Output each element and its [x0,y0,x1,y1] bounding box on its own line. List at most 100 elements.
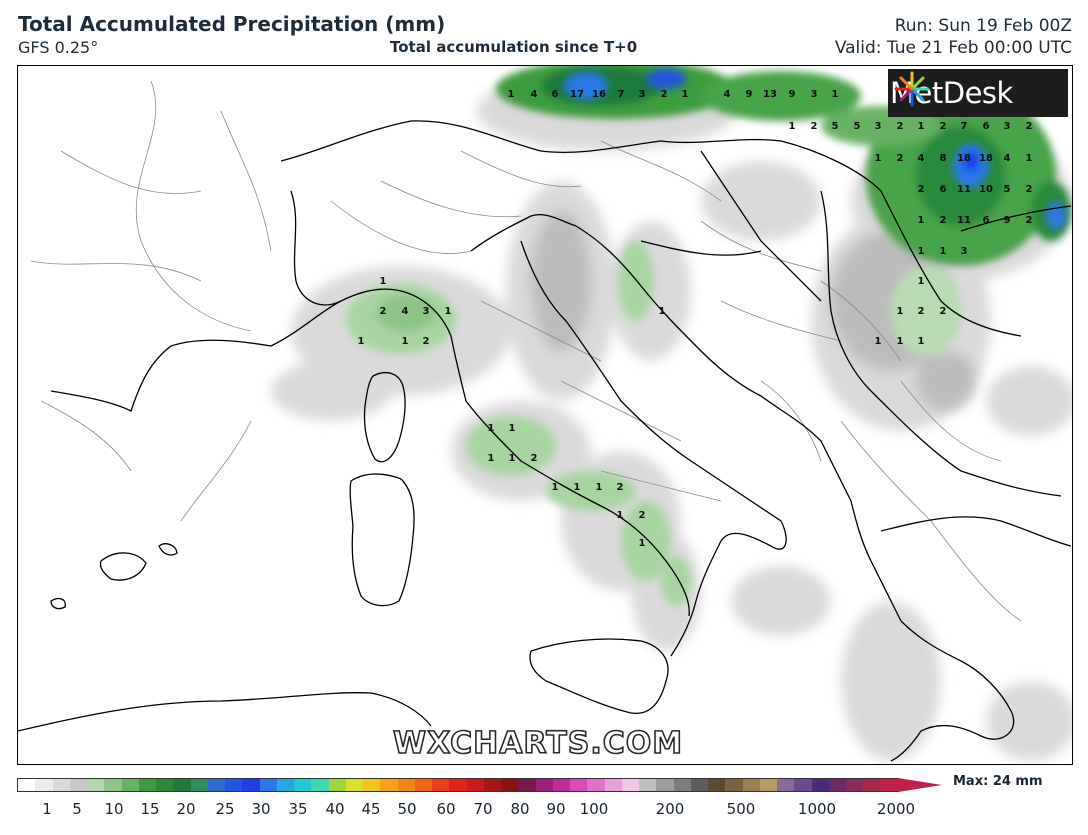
rainfall-value: 16 [592,89,606,100]
rainfall-value: 1 [789,121,796,132]
rainfall-value: 18 [979,153,993,164]
rainfall-value: 1 [596,482,603,493]
rainfall-value: 11 [957,184,971,195]
legend-swatch [846,779,864,791]
precip-blue-shading [564,69,1066,230]
legend-swatch [828,779,846,791]
legend-swatch [242,779,260,791]
rainfall-value: 3 [423,306,430,317]
legend-tick-label: 35 [288,800,308,818]
rainfall-value: 1 [617,510,624,521]
rainfall-value: 1 [402,336,409,347]
legend-swatch [414,779,432,791]
rainfall-value: 1 [639,538,646,549]
legend-tick-label: 50 [397,800,417,818]
rainfall-value: 4 [402,306,409,317]
rainfall-value: 1 [897,336,904,347]
rainfall-value: 2 [918,306,925,317]
legend-tick-label: 100 [579,800,609,818]
legend-tick-label: 80 [510,800,530,818]
rainfall-value: 1 [509,453,516,464]
legend-tick-label: 15 [140,800,160,818]
legend-swatch [535,779,553,791]
legend-swatch [311,779,329,791]
rainfall-value: 5 [854,121,861,132]
rainfall-value: 9 [1004,215,1011,226]
rainfall-value: 7 [618,89,625,100]
legend-swatch [363,779,381,791]
rainfall-value: 1 [659,306,666,317]
rainfall-value: 1 [918,336,925,347]
rainfall-value: 1 [832,89,839,100]
legend-swatch [397,779,415,791]
valid-time: Valid: Tue 21 Feb 00:00 UTC [834,38,1072,58]
rainfall-value: 3 [961,246,968,257]
rainfall-value: 1 [918,246,925,257]
rainfall-value: 2 [940,121,947,132]
legend-swatch [345,779,363,791]
chart-title: Total Accumulated Precipitation (mm) [18,12,446,36]
metdesk-logo[interactable]: MetDesk [888,69,1068,117]
rainfall-value: 2 [380,306,387,317]
legend-tick-label: 1000 [797,800,837,818]
legend-overflow-arrow [898,778,942,792]
legend-swatch [35,779,53,791]
rainfall-value: 2 [661,89,668,100]
legend-swatch [466,779,484,791]
legend-tick-label: 30 [251,800,271,818]
legend-tick-label: 500 [726,800,756,818]
region-borders [30,80,1022,622]
legend-swatch [880,779,898,791]
legend-tick-label: 5 [72,800,82,818]
rainfall-value: 6 [983,121,990,132]
rainfall-value: 3 [811,89,818,100]
rainfall-value: 1 [897,306,904,317]
rainfall-value: 2 [940,215,947,226]
legend-tick-label: 20 [176,800,196,818]
precipitation-map[interactable]: 1 4 6 17 16 7 3 2 1 4 9 13 9 3 1 1 2 5 5 3 2 1 2 7 6 3 2 1 2 4 8 18 18 4 1… [17,65,1073,765]
legend-swatch [207,779,225,791]
model-label: GFS 0.25° [18,38,99,57]
legend-swatch [449,779,467,791]
rainfall-value: 1 [875,336,882,347]
rainfall-value: 5 [832,121,839,132]
legend-swatch [190,779,208,791]
chart-subtitle: Total accumulation since T+0 [390,38,638,56]
metdesk-flower-icon [894,71,930,107]
legend-swatch [225,779,243,791]
rainfall-value: 5 [1004,184,1011,195]
legend-swatch [587,779,605,791]
legend-swatch [294,779,312,791]
rainfall-value: 2 [1026,184,1033,195]
rainfall-value: 13 [763,89,777,100]
rainfall-value: 10 [979,184,993,195]
legend-swatch [69,779,87,791]
legend-swatch [52,779,70,791]
legend-tick-label: 200 [655,800,685,818]
legend-swatch [104,779,122,791]
rainfall-value: 1 [358,336,365,347]
rainfall-value: 17 [570,89,584,100]
legend-tick-label: 40 [325,800,345,818]
rainfall-value: 2 [1026,215,1033,226]
legend-swatch [656,779,674,791]
legend-swatch [621,779,639,791]
legend-swatch [156,779,174,791]
rainfall-value: 9 [746,89,753,100]
legend-tick-label: 70 [473,800,493,818]
rainfall-value: 1 [574,482,581,493]
legend-tick-label: 10 [104,800,124,818]
legend-swatch [794,779,812,791]
legend-swatch [501,779,519,791]
rainfall-value: 2 [811,121,818,132]
rainfall-value: 1 [940,246,947,257]
legend-swatch [328,779,346,791]
rainfall-value: 1 [552,482,559,493]
legend-swatch [432,779,450,791]
rainfall-value: 2 [1026,121,1033,132]
legend-swatch [18,779,36,791]
legend-swatch [742,779,760,791]
rainfall-value: 1 [380,276,387,287]
rainfall-value: 2 [531,453,538,464]
rainfall-value: 6 [940,184,947,195]
